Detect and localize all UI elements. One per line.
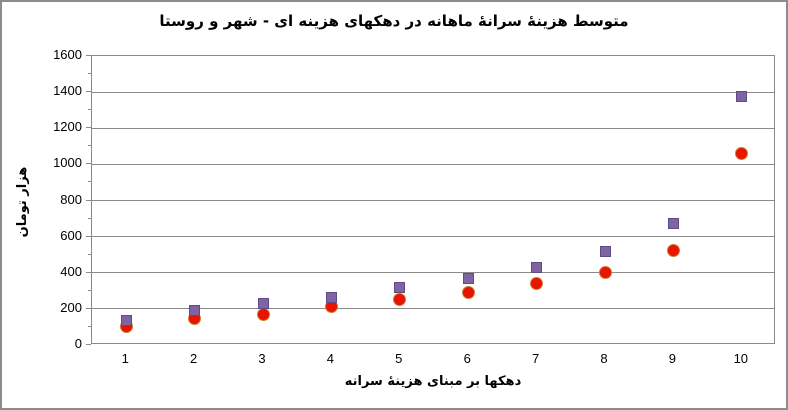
gridline-y-800 [92,200,774,201]
y-tick-label: 0 [74,336,82,351]
data-point-red-circle-series-x9 [666,243,680,257]
data-point-purple-square-series-x7 [531,261,543,273]
y-minor-tick [88,253,91,255]
data-point-purple-square-series-x1 [120,315,132,327]
data-point-red-circle-series-x3 [256,308,270,322]
x-tick-label: 7 [531,351,540,366]
x-tick-label: 8 [600,351,608,366]
data-point-purple-square-series-x5 [394,281,406,293]
data-point-purple-square-series-x2 [189,305,201,317]
data-point-purple-square-series-x6 [462,272,474,284]
y-major-tick [86,127,91,129]
y-minor-tick [88,145,91,147]
gridline-y-1200 [92,127,774,129]
x-axis-title: دهکها بر مبنای هزینۀ سرانه [344,374,522,389]
chart-title: متوسط هزینۀ سرانۀ ماهانه در دهکهای هزینه… [159,12,629,30]
y-tick-label: 1400 [53,83,82,99]
gridline-y-600 [92,236,774,238]
y-major-tick [86,344,91,345]
y-major-tick [86,271,91,273]
y-tick-label: 600 [60,227,82,243]
gridline-y-400 [92,272,774,274]
y-tick-label: 1600 [53,47,82,62]
data-point-purple-square-series-x3 [257,297,269,309]
y-tick-label: 800 [60,191,82,207]
y-minor-tick [88,289,91,291]
x-tick-label: 4 [326,351,334,366]
x-tick-label: 10 [733,351,749,366]
y-major-tick [86,163,91,165]
data-point-red-circle-series-x8 [598,266,612,280]
data-point-purple-square-series-x9 [667,217,679,229]
x-tick-label: 1 [121,351,129,366]
gridline-y-1000 [92,163,774,165]
plot-area [91,55,775,344]
x-tick-label: 2 [189,351,198,366]
y-tick-label: 200 [60,299,82,315]
y-major-tick [86,91,91,93]
gridline-y-200 [92,308,774,310]
data-point-purple-square-series-x10 [736,91,748,103]
y-minor-tick [88,73,91,75]
data-point-purple-square-series-x4 [325,291,337,303]
x-tick-label: 9 [668,351,676,366]
y-minor-tick [88,109,91,111]
y-tick-label: 1000 [53,155,82,171]
y-minor-tick [88,181,91,183]
x-tick-label: 3 [258,351,266,366]
data-point-red-circle-series-x10 [735,147,749,161]
y-major-tick [86,199,91,201]
data-point-red-circle-series-x6 [461,286,475,300]
y-major-tick [86,307,91,309]
y-tick-label: 1200 [53,119,82,135]
x-tick-label: 6 [463,351,471,366]
data-point-red-circle-series-x7 [530,277,544,291]
x-tick-label: 5 [395,351,403,366]
y-tick-label: 400 [60,263,82,279]
y-major-tick [86,235,91,237]
y-major-tick [86,55,91,56]
y-minor-tick [88,325,91,327]
data-point-red-circle-series-x5 [393,293,407,307]
y-minor-tick [88,217,91,219]
gridline-y-1400 [92,91,774,93]
data-point-purple-square-series-x8 [599,246,611,258]
